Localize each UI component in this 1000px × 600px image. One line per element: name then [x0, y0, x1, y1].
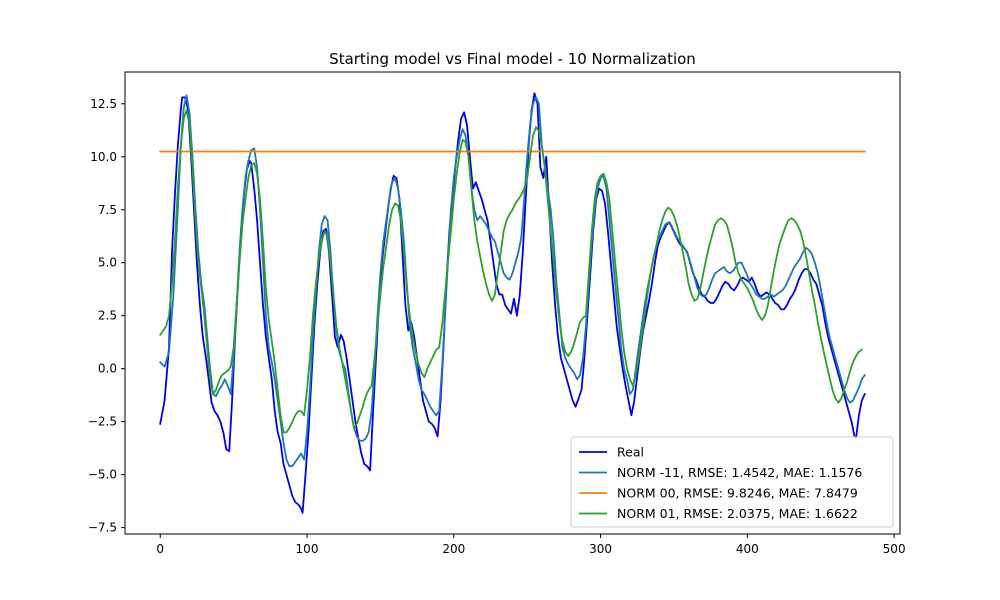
chart-title: Starting model vs Final model - 10 Norma…: [329, 50, 696, 68]
legend: Real NORM -11, RMSE: 1.4542, MAE: 1.1576 N…: [570, 436, 894, 528]
series-line-3: [158, 109, 864, 434]
plot-area: 0 100 200 300 400 500 −7.5 −5.0 −2.5 0.0 2.5 5.0 7.…: [88, 71, 906, 556]
axes-frame: [124, 71, 901, 535]
y-tick-label: 2.5: [98, 309, 117, 323]
x-tick-label: 0: [156, 542, 164, 556]
y-tick-label: 7.5: [98, 203, 117, 217]
legend-box: [570, 436, 894, 528]
y-tick-label: 0.0: [98, 362, 117, 376]
y-tick-label: −2.5: [88, 415, 117, 429]
x-axis: 0 100 200 300 400 500: [156, 534, 906, 556]
y-tick-label: 5.0: [98, 256, 117, 270]
x-tick-label: 200: [442, 542, 465, 556]
series-line-1: [158, 94, 867, 468]
y-tick-label: −5.0: [88, 468, 117, 482]
x-tick-label: 500: [883, 542, 906, 556]
y-tick-label: 12.5: [90, 97, 117, 111]
legend-label: NORM -11, RMSE: 1.4542, MAE: 1.1576: [617, 465, 862, 480]
legend-label: NORM 00, RMSE: 9.8246, MAE: 7.8479: [617, 486, 858, 501]
x-tick-label: 400: [736, 542, 759, 556]
x-tick-label: 100: [296, 542, 319, 556]
y-tick-label: −7.5: [88, 521, 117, 535]
series-layer: [158, 92, 867, 514]
y-tick-label: 10.0: [90, 150, 117, 164]
series-line-0: [159, 92, 866, 514]
legend-label: Real: [617, 445, 644, 460]
y-axis: −7.5 −5.0 −2.5 0.0 2.5 5.0 7.5 10.0 12.5: [88, 97, 125, 535]
legend-label: NORM 01, RMSE: 2.0375, MAE: 1.6622: [617, 506, 858, 521]
x-tick-label: 300: [589, 542, 612, 556]
